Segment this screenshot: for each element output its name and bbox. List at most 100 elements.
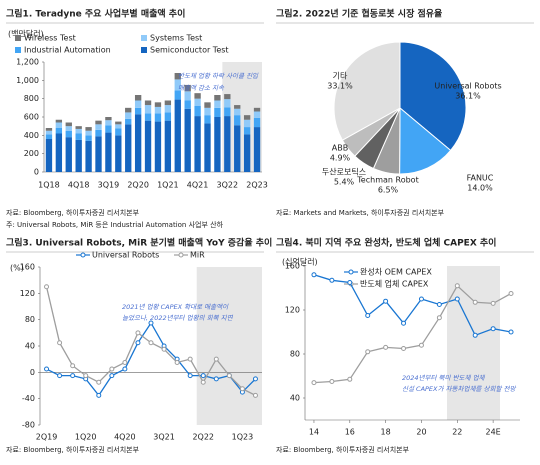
- annotation: 신설 CAPEX가 자동차업체를 상회할 전망: [402, 385, 516, 393]
- bar-segment: [224, 107, 231, 117]
- x-tick-label: 2Q20: [127, 181, 149, 190]
- point-marker: [174, 359, 180, 365]
- bar-segment: [134, 107, 142, 115]
- bar-segment: [194, 106, 201, 117]
- bar-segment: [45, 139, 53, 172]
- bar-segment: [243, 127, 251, 135]
- legend-swatch: [141, 47, 147, 53]
- bar-segment: [45, 130, 53, 135]
- legend-label: Wireless Test: [24, 34, 76, 43]
- chart-title: 그림4. 북미 지역 주요 완성차, 반도체 업체 CAPEX 추이: [276, 237, 496, 249]
- bar-segment: [144, 100, 152, 106]
- point-marker: [122, 366, 128, 372]
- point-marker: [490, 326, 496, 332]
- bar-segment: [234, 125, 241, 172]
- note: 주: Universal Robots, MiR 등은 Industrial A…: [6, 220, 224, 229]
- x-tick-label: 22: [452, 428, 462, 437]
- point-marker: [401, 346, 407, 351]
- bar-segment: [85, 140, 92, 172]
- y-tick-label: 1,200: [16, 58, 39, 67]
- slice-label: Techman Robot: [356, 176, 418, 185]
- bar-segment: [55, 133, 63, 172]
- bar-segment: [164, 105, 172, 113]
- x-tick-label: 3Q19: [98, 181, 120, 190]
- y-tick-label: 0: [34, 168, 39, 177]
- bar-segment: [85, 135, 92, 141]
- point-marker: [135, 330, 141, 336]
- bar-segment: [234, 115, 241, 126]
- bar-segment: [75, 133, 82, 140]
- point-marker: [135, 340, 141, 346]
- bar-segment: [204, 107, 211, 116]
- y-tick-label: 400: [24, 131, 39, 140]
- bar-segment: [115, 124, 122, 129]
- bar-segment: [164, 120, 172, 172]
- bar-segment: [194, 98, 201, 106]
- bar-segment: [134, 114, 142, 172]
- point-marker: [200, 379, 206, 385]
- annotation: 반도체 업황 하락 사이클 진입: [178, 72, 259, 80]
- x-tick-label: 18: [381, 428, 391, 437]
- series-line: [313, 274, 512, 337]
- bar-segment: [75, 139, 82, 172]
- bar-segment: [125, 124, 132, 172]
- point-marker: [122, 359, 128, 365]
- bar-segment: [164, 112, 172, 121]
- bar-segment: [253, 111, 261, 118]
- y-tick-label: 1,000: [16, 76, 39, 85]
- bar-segment: [253, 117, 261, 128]
- point-marker: [329, 277, 335, 283]
- point-marker: [347, 280, 353, 285]
- point-marker: [83, 373, 89, 379]
- legend-label: Systems Test: [150, 34, 202, 43]
- bar-segment: [105, 125, 112, 133]
- pie-slice: [333, 41, 401, 141]
- y-tick-label: 80: [290, 350, 300, 359]
- point-marker: [252, 376, 258, 382]
- point-marker: [365, 313, 371, 318]
- point-marker: [454, 296, 460, 302]
- bar-segment: [174, 90, 181, 100]
- point-marker: [472, 299, 478, 305]
- bar-segment: [134, 100, 142, 108]
- point-marker: [454, 283, 460, 289]
- bar-segment: [95, 129, 102, 137]
- slice-value: 6.5%: [378, 186, 399, 195]
- x-tick-label: 4Q21: [187, 181, 209, 190]
- bar-segment: [105, 120, 112, 126]
- point-marker: [508, 291, 514, 296]
- point-marker: [472, 332, 478, 338]
- bar-segment: [243, 115, 251, 120]
- source: 자료: Bloomberg, 하이투자증권 리서치본부: [276, 445, 410, 454]
- bar-segment: [65, 122, 72, 127]
- point-marker: [383, 344, 389, 350]
- bar-segment: [184, 84, 191, 92]
- legend-marker: [178, 252, 184, 258]
- bar-segment: [214, 95, 221, 101]
- point-marker: [311, 272, 317, 278]
- slice-label: FANUC: [467, 174, 494, 183]
- point-marker: [508, 329, 514, 335]
- y-tick-label: 80: [25, 315, 35, 324]
- pie-slice: [399, 41, 467, 152]
- point-marker: [161, 346, 167, 352]
- legend-swatch: [15, 35, 21, 41]
- bar-segment: [234, 105, 241, 109]
- unit-label: (백만달러): [8, 29, 44, 39]
- bar-segment: [224, 99, 231, 108]
- bar-segment: [55, 122, 63, 128]
- legend-label: Universal Robots: [92, 251, 159, 260]
- point-marker: [418, 342, 424, 348]
- point-marker: [148, 340, 154, 346]
- highlight-band: [196, 267, 262, 425]
- bar-segment: [115, 121, 122, 125]
- bar-segment: [214, 100, 221, 108]
- legend-marker: [348, 269, 354, 275]
- x-tick-label: 3Q22: [217, 181, 239, 190]
- slice-label: Universal Robots: [434, 82, 501, 91]
- bar-segment: [174, 73, 181, 80]
- bar-segment: [144, 113, 152, 121]
- bar-segment: [144, 105, 152, 114]
- point-marker: [311, 380, 317, 386]
